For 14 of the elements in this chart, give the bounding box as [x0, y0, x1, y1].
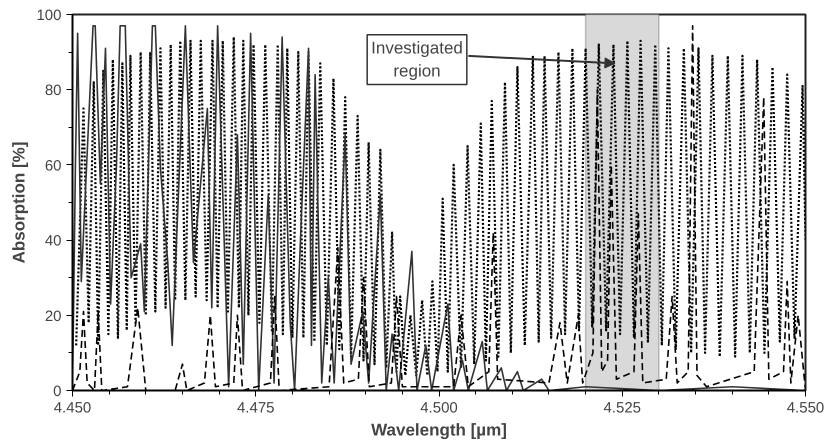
x-tick-label: 4.500: [420, 400, 458, 416]
x-tick-label: 4.475: [236, 400, 275, 416]
y-tick-label: 80: [44, 82, 62, 100]
y-tick-label: 100: [36, 7, 62, 24]
x-tick-label: 4.550: [786, 400, 824, 416]
x-tick-label: 4.450: [54, 400, 92, 416]
x-axis-title: Wavelength [µm]: [371, 420, 507, 440]
y-tick-label: 0: [53, 383, 62, 400]
annotation: Investigated region: [371, 38, 463, 81]
x-tick-label: 4.525: [603, 400, 642, 416]
y-axis-title: Absorption [%]: [9, 142, 28, 264]
y-tick-label: 60: [44, 157, 62, 174]
y-tick-label: 40: [44, 232, 62, 250]
y-tick-label: 20: [44, 308, 62, 325]
